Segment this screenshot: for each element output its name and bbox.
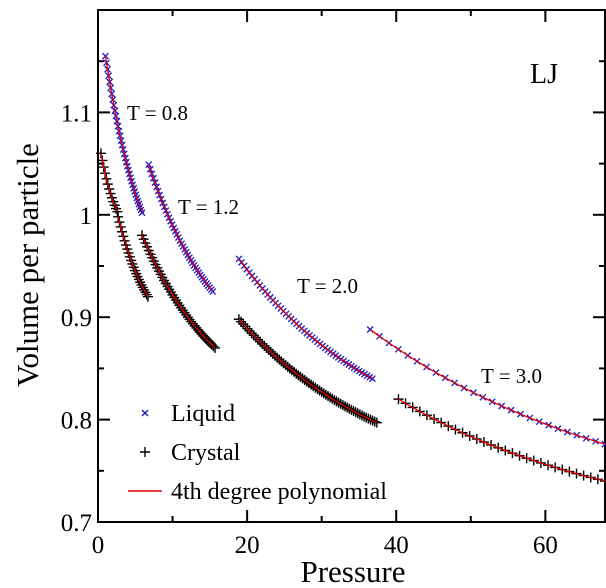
legend-liquid-marker	[141, 409, 149, 417]
y-tick-label: 0.9	[61, 305, 92, 332]
x-tick-label: 0	[92, 532, 105, 559]
liquid-point	[138, 209, 146, 217]
fit-curve	[398, 398, 606, 482]
fit-curve	[100, 153, 118, 212]
legend-polynomial-label: 4th degree polynomial	[171, 479, 387, 505]
fit-curve	[104, 55, 143, 213]
y-tick-label: 0.8	[61, 408, 92, 435]
annotation-t20: T = 2.0	[297, 274, 358, 298]
y-axis-title: Volume per particle	[10, 143, 45, 387]
legend-liquid-label: Liquid	[171, 401, 235, 427]
annotation-t30: T = 3.0	[481, 364, 542, 388]
annotation-t12: T = 1.2	[178, 195, 239, 219]
legend-crystal-label: Crystal	[171, 440, 241, 466]
x-tick-label: 20	[235, 532, 260, 559]
legend-crystal-marker	[140, 447, 150, 457]
axis-ticks: 0 20 40 60 0.7 0.8 0.9 1 1.1	[61, 10, 605, 559]
fit-curves	[100, 55, 606, 482]
annotation-t08: T = 0.8	[127, 101, 188, 125]
fit-curve	[369, 328, 606, 445]
fit-curve	[238, 318, 378, 424]
crystal-point	[142, 291, 153, 302]
crystal-point	[233, 314, 244, 325]
crystal-point	[113, 211, 124, 222]
fit-curve	[141, 235, 216, 349]
fit-curve	[117, 216, 149, 298]
fit-curve	[148, 164, 214, 293]
y-tick-label: 0.7	[61, 510, 92, 537]
y-tick-label: 1	[80, 203, 93, 230]
legend: Liquid Crystal 4th degree polynomial	[128, 401, 387, 505]
x-axis-title: Pressure	[300, 554, 405, 588]
x-tick-label: 60	[533, 532, 558, 559]
y-tick-label: 1.1	[61, 100, 92, 127]
crystal-point	[371, 417, 382, 428]
annotation-lj: LJ	[530, 59, 558, 90]
fit-curve	[238, 258, 373, 380]
x-tick-label: 40	[384, 532, 409, 559]
liquid-point	[101, 52, 109, 60]
